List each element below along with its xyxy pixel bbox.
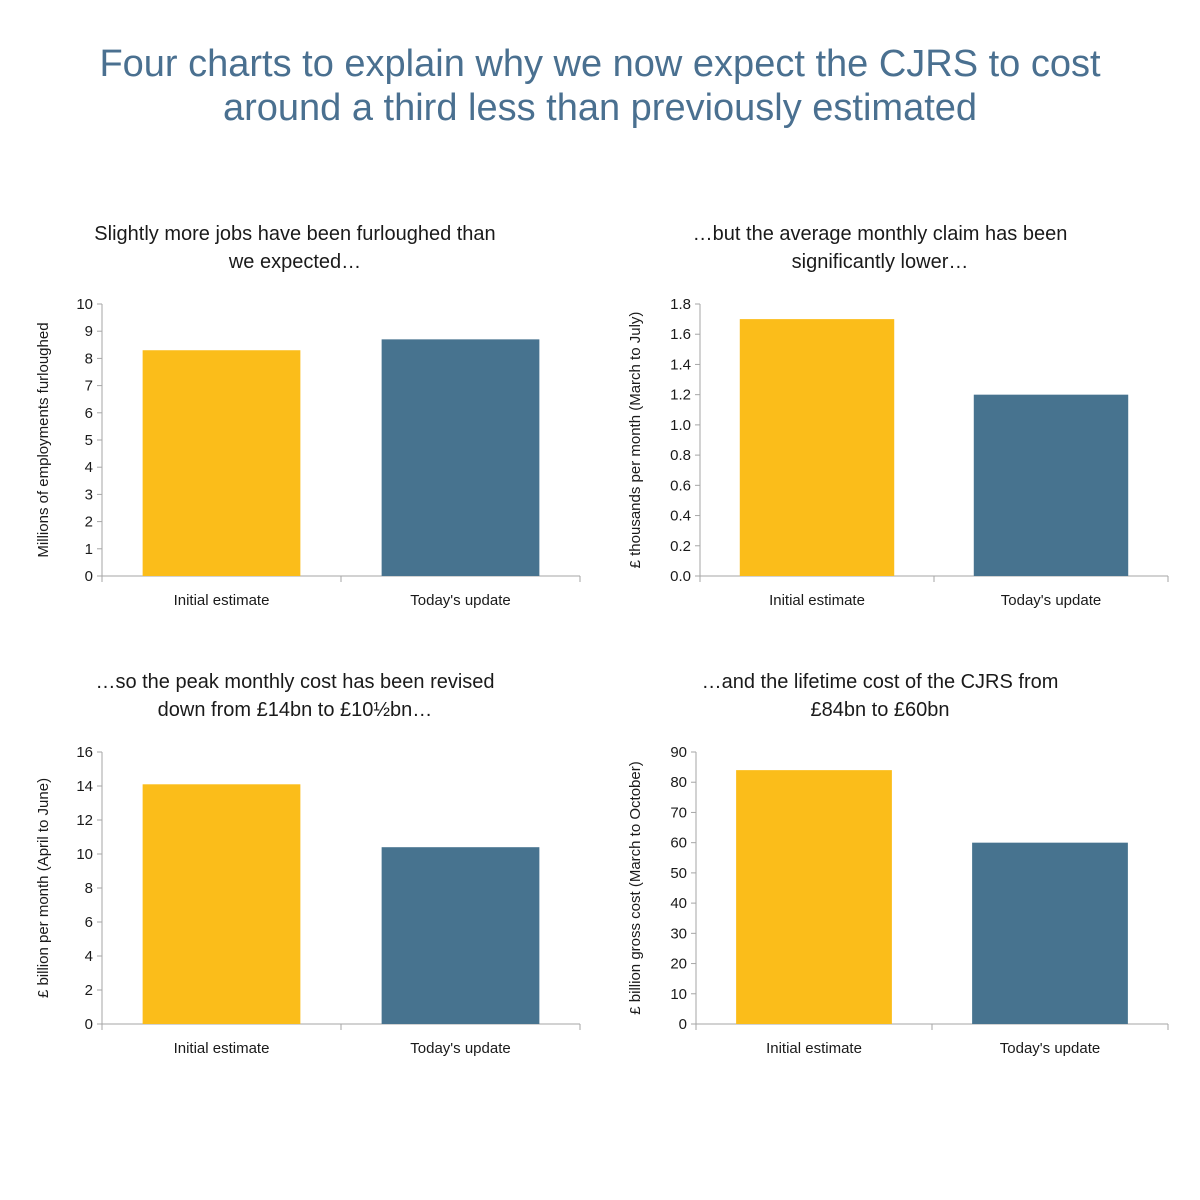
x-category-label: Initial estimate [769,592,865,609]
y-tick-label: 2 [85,982,93,999]
y-tick-label: 8 [85,880,93,897]
chart-title: …but the average monthly claim has been … [600,220,1160,276]
y-tick-label: 1.2 [670,387,691,404]
page-title-line-1: Four charts to explain why we now expect… [99,43,1101,85]
y-tick-label: 4 [85,948,93,965]
y-tick-label: 0 [85,568,93,585]
y-tick-label: 1.8 [670,296,691,313]
y-tick-label: 50 [670,865,687,882]
chart-plot: 0 10 20 30 40 50 60 70 80 90 Initial estimate Today… [627,744,1169,1057]
bar [381,339,540,576]
y-axis-title: £ billion per month (April to June) [35,778,52,998]
y-tick-label: 30 [670,925,687,942]
x-category-label: Today's update [410,592,510,609]
page-title: Four charts to explain why we now expect… [60,42,1140,130]
x-category-label: Initial estimate [174,1040,270,1057]
y-tick-label: 80 [670,774,687,791]
page-title-line-2: around a third less than previously esti… [222,87,978,129]
y-tick-label: 0.2 [670,538,691,555]
y-tick-label: 8 [85,350,93,367]
y-tick-label: 0 [85,1016,93,1033]
chart-title-line-1: …so the peak monthly cost has been revis… [95,671,495,693]
x-category-label: Today's update [410,1040,510,1057]
y-axis-title: Millions of employments furloughed [35,322,52,557]
y-tick-label: 1 [85,541,93,558]
chart-title: Slightly more jobs have been furloughed … [15,220,575,276]
chart-title-line-1: Slightly more jobs have been furloughed … [94,223,496,245]
y-tick-label: 0.6 [670,477,691,494]
bar [142,784,301,1024]
chart-title-line-2: £84bn to £60bn [810,699,950,721]
y-tick-label: 10 [670,986,687,1003]
y-tick-label: 90 [670,744,687,761]
y-tick-label: 0 [679,1016,687,1033]
bar [381,847,540,1024]
y-tick-label: 3 [85,486,93,503]
chart-title: …so the peak monthly cost has been revis… [15,668,575,724]
y-tick-label: 5 [85,432,93,449]
y-tick-label: 4 [85,459,93,476]
chart-panel-lifetime-cost: …and the lifetime cost of the CJRS from … [612,668,1172,1088]
y-tick-label: 70 [670,804,687,821]
chart-title-line-2: significantly lower… [791,251,969,273]
y-axis-title: £ thousands per month (March to July) [627,312,644,569]
y-tick-label: 10 [76,846,93,863]
x-category-label: Today's update [1001,592,1101,609]
y-tick-label: 1.0 [670,417,691,434]
chart-plot: 0 1 2 3 4 5 6 7 8 9 10 Initial estimate Today's upda… [35,296,581,609]
y-axis-title: £ billion gross cost (March to October) [627,761,644,1014]
y-tick-label: 10 [76,296,93,313]
x-category-label: Initial estimate [174,592,270,609]
chart-title-line-2: down from £14bn to £10½bn… [157,699,433,721]
x-category-label: Initial estimate [766,1040,862,1057]
y-tick-label: 2 [85,514,93,531]
bar [973,394,1129,576]
chart-title: …and the lifetime cost of the CJRS from … [600,668,1160,724]
y-tick-label: 40 [670,895,687,912]
y-tick-label: 9 [85,323,93,340]
y-tick-label: 6 [85,914,93,931]
y-tick-label: 14 [76,778,93,795]
y-tick-label: 12 [76,812,93,829]
y-tick-label: 16 [76,744,93,761]
y-tick-label: 0.0 [670,568,691,585]
bar [736,770,892,1024]
bar [142,350,301,576]
chart-title-line-1: …and the lifetime cost of the CJRS from [701,671,1059,693]
y-tick-label: 0.8 [670,447,691,464]
bar [972,842,1128,1024]
chart-title-line-1: …but the average monthly claim has been [692,223,1068,245]
x-category-label: Today's update [1000,1040,1100,1057]
y-tick-label: 0.4 [670,508,691,525]
y-tick-label: 20 [670,956,687,973]
chart-plot: 0.0 0.2 0.4 0.6 0.8 1.0 1.2 1.4 1.6 1.8 Initial es… [627,296,1169,609]
y-tick-label: 1.4 [670,356,691,373]
y-tick-label: 1.6 [670,326,691,343]
chart-panel-peak-monthly-cost: …so the peak monthly cost has been revis… [20,668,581,1088]
chart-panel-furloughed-jobs: Slightly more jobs have been furloughed … [20,220,581,640]
y-tick-label: 7 [85,378,93,395]
chart-title-line-2: we expected… [228,251,362,273]
chart-panel-average-claim: …but the average monthly claim has been … [612,220,1172,640]
y-tick-label: 6 [85,405,93,422]
chart-plot: 0 2 4 6 8 10 12 14 16 Initial estimate Today's upd… [35,744,581,1057]
y-tick-label: 60 [670,835,687,852]
bar [739,319,895,576]
